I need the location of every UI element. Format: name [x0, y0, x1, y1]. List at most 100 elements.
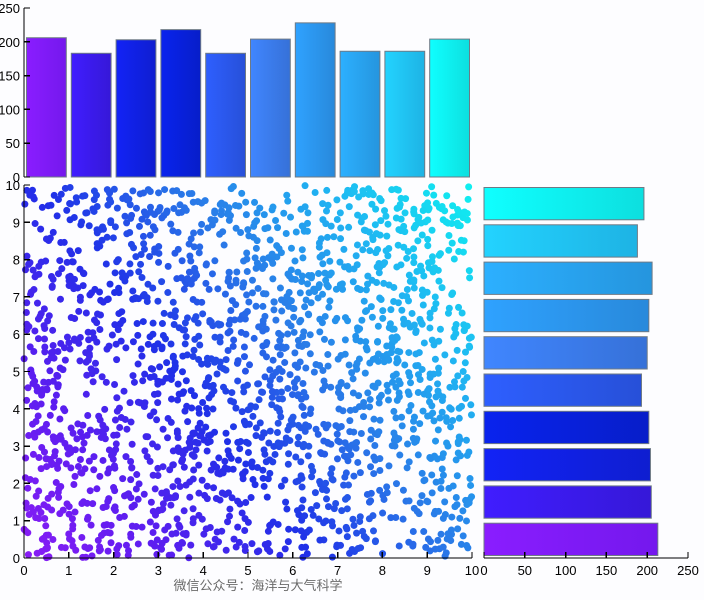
- scatter-point: [371, 221, 379, 229]
- scatter-point: [435, 337, 443, 345]
- scatter-point: [221, 457, 229, 465]
- scatter-point: [132, 253, 140, 261]
- scatter-point: [332, 500, 340, 508]
- scatter-x-tick-label: 4: [200, 563, 207, 578]
- scatter-point: [273, 242, 281, 250]
- scatter-point: [424, 498, 432, 506]
- scatter-point: [116, 423, 124, 431]
- scatter-point: [345, 203, 353, 211]
- scatter-point: [182, 333, 190, 341]
- scatter-point: [450, 378, 458, 386]
- scatter-point: [272, 316, 280, 324]
- scatter-point: [437, 484, 445, 492]
- scatter-point: [351, 183, 359, 191]
- scatter-point: [91, 359, 99, 367]
- scatter-point: [303, 227, 311, 235]
- scatter-point: [55, 485, 63, 493]
- scatter-point: [57, 543, 65, 551]
- scatter-point: [31, 220, 39, 228]
- scatter-point: [322, 495, 330, 503]
- scatter-point: [384, 355, 392, 363]
- scatter-point: [169, 298, 177, 306]
- scatter-point: [327, 269, 335, 277]
- scatter-point: [335, 405, 343, 413]
- scatter-point: [453, 346, 461, 354]
- scatter-point: [35, 454, 43, 461]
- scatter-point: [149, 223, 157, 231]
- scatter-point: [327, 383, 335, 391]
- scatter-point: [277, 413, 285, 421]
- scatter-point: [105, 342, 113, 350]
- scatter-point: [418, 231, 426, 239]
- scatter-point: [89, 378, 97, 386]
- scatter-point: [463, 374, 471, 382]
- scatter-point: [144, 186, 152, 194]
- scatter-point: [214, 285, 222, 293]
- scatter-point: [225, 268, 233, 276]
- right-histogram-x-tick-label: 100: [555, 563, 577, 578]
- scatter-point: [361, 213, 369, 221]
- scatter-point: [347, 451, 355, 459]
- scatter-point: [269, 356, 277, 364]
- scatter-point: [316, 362, 324, 370]
- scatter-point: [370, 415, 378, 423]
- scatter-point: [438, 465, 446, 473]
- scatter-point: [126, 260, 134, 268]
- scatter-point: [107, 539, 115, 547]
- scatter-point: [253, 209, 261, 217]
- scatter-point: [458, 402, 466, 410]
- scatter-point: [341, 314, 349, 322]
- scatter-point: [200, 530, 208, 538]
- scatter-point: [274, 343, 282, 351]
- scatter-point: [241, 515, 249, 523]
- scatter-point: [284, 538, 292, 546]
- scatter-point: [418, 365, 426, 373]
- scatter-point: [302, 296, 310, 304]
- scatter-point: [333, 196, 341, 204]
- scatter-point: [63, 206, 71, 214]
- scatter-point: [141, 447, 149, 455]
- scatter-point: [243, 268, 251, 276]
- scatter-point: [350, 265, 358, 273]
- scatter-point: [71, 508, 79, 516]
- scatter-point: [291, 526, 299, 534]
- scatter-point: [119, 316, 127, 324]
- scatter-point: [171, 307, 179, 315]
- scatter-point: [386, 320, 394, 328]
- scatter-point: [228, 297, 236, 305]
- scatter-point: [390, 407, 398, 415]
- scatter-point: [364, 280, 372, 288]
- scatter-point: [228, 494, 236, 502]
- scatter-point: [305, 311, 313, 319]
- scatter-point: [409, 425, 417, 433]
- scatter-point: [373, 263, 381, 271]
- scatter-point: [290, 305, 298, 313]
- scatter-point: [202, 379, 210, 387]
- scatter-point: [209, 405, 217, 413]
- scatter-y-tick-label: 3: [13, 439, 20, 454]
- scatter-point: [178, 368, 186, 376]
- scatter-point: [171, 249, 179, 257]
- scatter-point: [190, 315, 198, 323]
- scatter-point: [195, 249, 203, 257]
- scatter-point: [428, 336, 436, 344]
- scatter-points-group: [20, 182, 476, 562]
- scatter-point: [85, 352, 93, 360]
- scatter-point: [176, 523, 184, 531]
- scatter-point: [373, 278, 381, 286]
- scatter-point: [86, 291, 94, 299]
- scatter-point: [275, 329, 283, 337]
- scatter-point: [40, 322, 48, 330]
- scatter-point: [298, 474, 306, 482]
- scatter-point: [41, 335, 48, 343]
- scatter-point: [130, 501, 138, 509]
- scatter-point: [353, 529, 361, 537]
- scatter-point: [342, 523, 350, 531]
- scatter-point: [324, 283, 332, 291]
- scatter-point: [397, 215, 405, 223]
- scatter-point: [139, 232, 147, 240]
- scatter-point: [429, 409, 437, 417]
- scatter-point: [44, 317, 52, 325]
- scatter-point: [141, 370, 149, 378]
